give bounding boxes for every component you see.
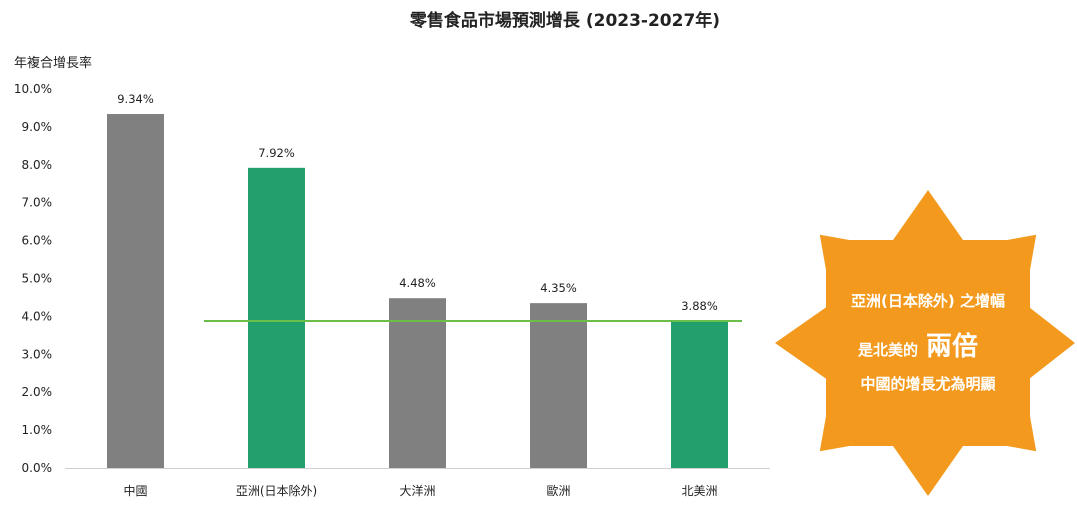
x-category-label: 北美洲 (681, 484, 717, 498)
callout-line-3: 中國的增長尤為明顯 (860, 375, 995, 393)
y-tick-label: 9.0% (22, 120, 53, 134)
y-tick-label: 5.0% (22, 272, 53, 286)
data-label: 4.35% (540, 281, 577, 295)
chart-title: 零售食品市場預測增長 (2023-2027年) (409, 10, 720, 31)
data-label: 9.34% (117, 92, 154, 106)
y-tick-label: 10.0% (14, 82, 52, 96)
bars (107, 114, 728, 468)
callout-emphasis: 兩倍 (926, 331, 978, 362)
callout-line-2: 是北美的 兩倍 (857, 331, 978, 362)
x-category-label: 歐洲 (546, 483, 570, 498)
x-category-label: 中國 (123, 483, 147, 498)
callout-line-1: 亞洲(日本除外) 之增幅 (851, 292, 1005, 310)
bar (389, 298, 446, 468)
y-tick-label: 4.0% (22, 309, 53, 323)
callout-box (826, 240, 1030, 446)
y-tick-label: 3.0% (22, 347, 53, 361)
category-labels: 中國 亞洲(日本除外) 大洋洲 歐洲 北美洲 (123, 483, 717, 498)
bar (248, 167, 305, 468)
data-label: 7.92% (258, 146, 295, 160)
data-label: 3.88% (681, 299, 718, 313)
y-tick-label: 8.0% (22, 158, 53, 172)
bar (530, 303, 587, 468)
y-tick-label: 7.0% (22, 196, 53, 210)
y-tick-label: 2.0% (22, 385, 53, 399)
y-tick-label: 0.0% (22, 461, 53, 475)
x-category-label: 大洋洲 (399, 483, 435, 498)
data-label: 4.48% (399, 276, 436, 290)
bar (107, 114, 164, 468)
callout-starburst: 亞洲(日本除外) 之增幅 是北美的 兩倍 中國的增長尤為明顯 (775, 190, 1075, 496)
callout-line-2-prefix: 是北美的 (857, 341, 918, 359)
y-tick-label: 6.0% (22, 234, 53, 248)
x-category-label: 亞洲(日本除外) (236, 483, 317, 498)
y-tick-label: 1.0% (22, 423, 53, 437)
y-axis-ticks: 0.0% 1.0% 2.0% 3.0% 4.0% 5.0% 6.0% 7.0% 8.0% 9.0%… (14, 82, 52, 475)
bar (671, 320, 728, 468)
data-labels: 9.34% 7.92% 4.48% 4.35% 3.88% (117, 92, 718, 313)
y-axis-title: 年複合增長率 (14, 55, 92, 71)
